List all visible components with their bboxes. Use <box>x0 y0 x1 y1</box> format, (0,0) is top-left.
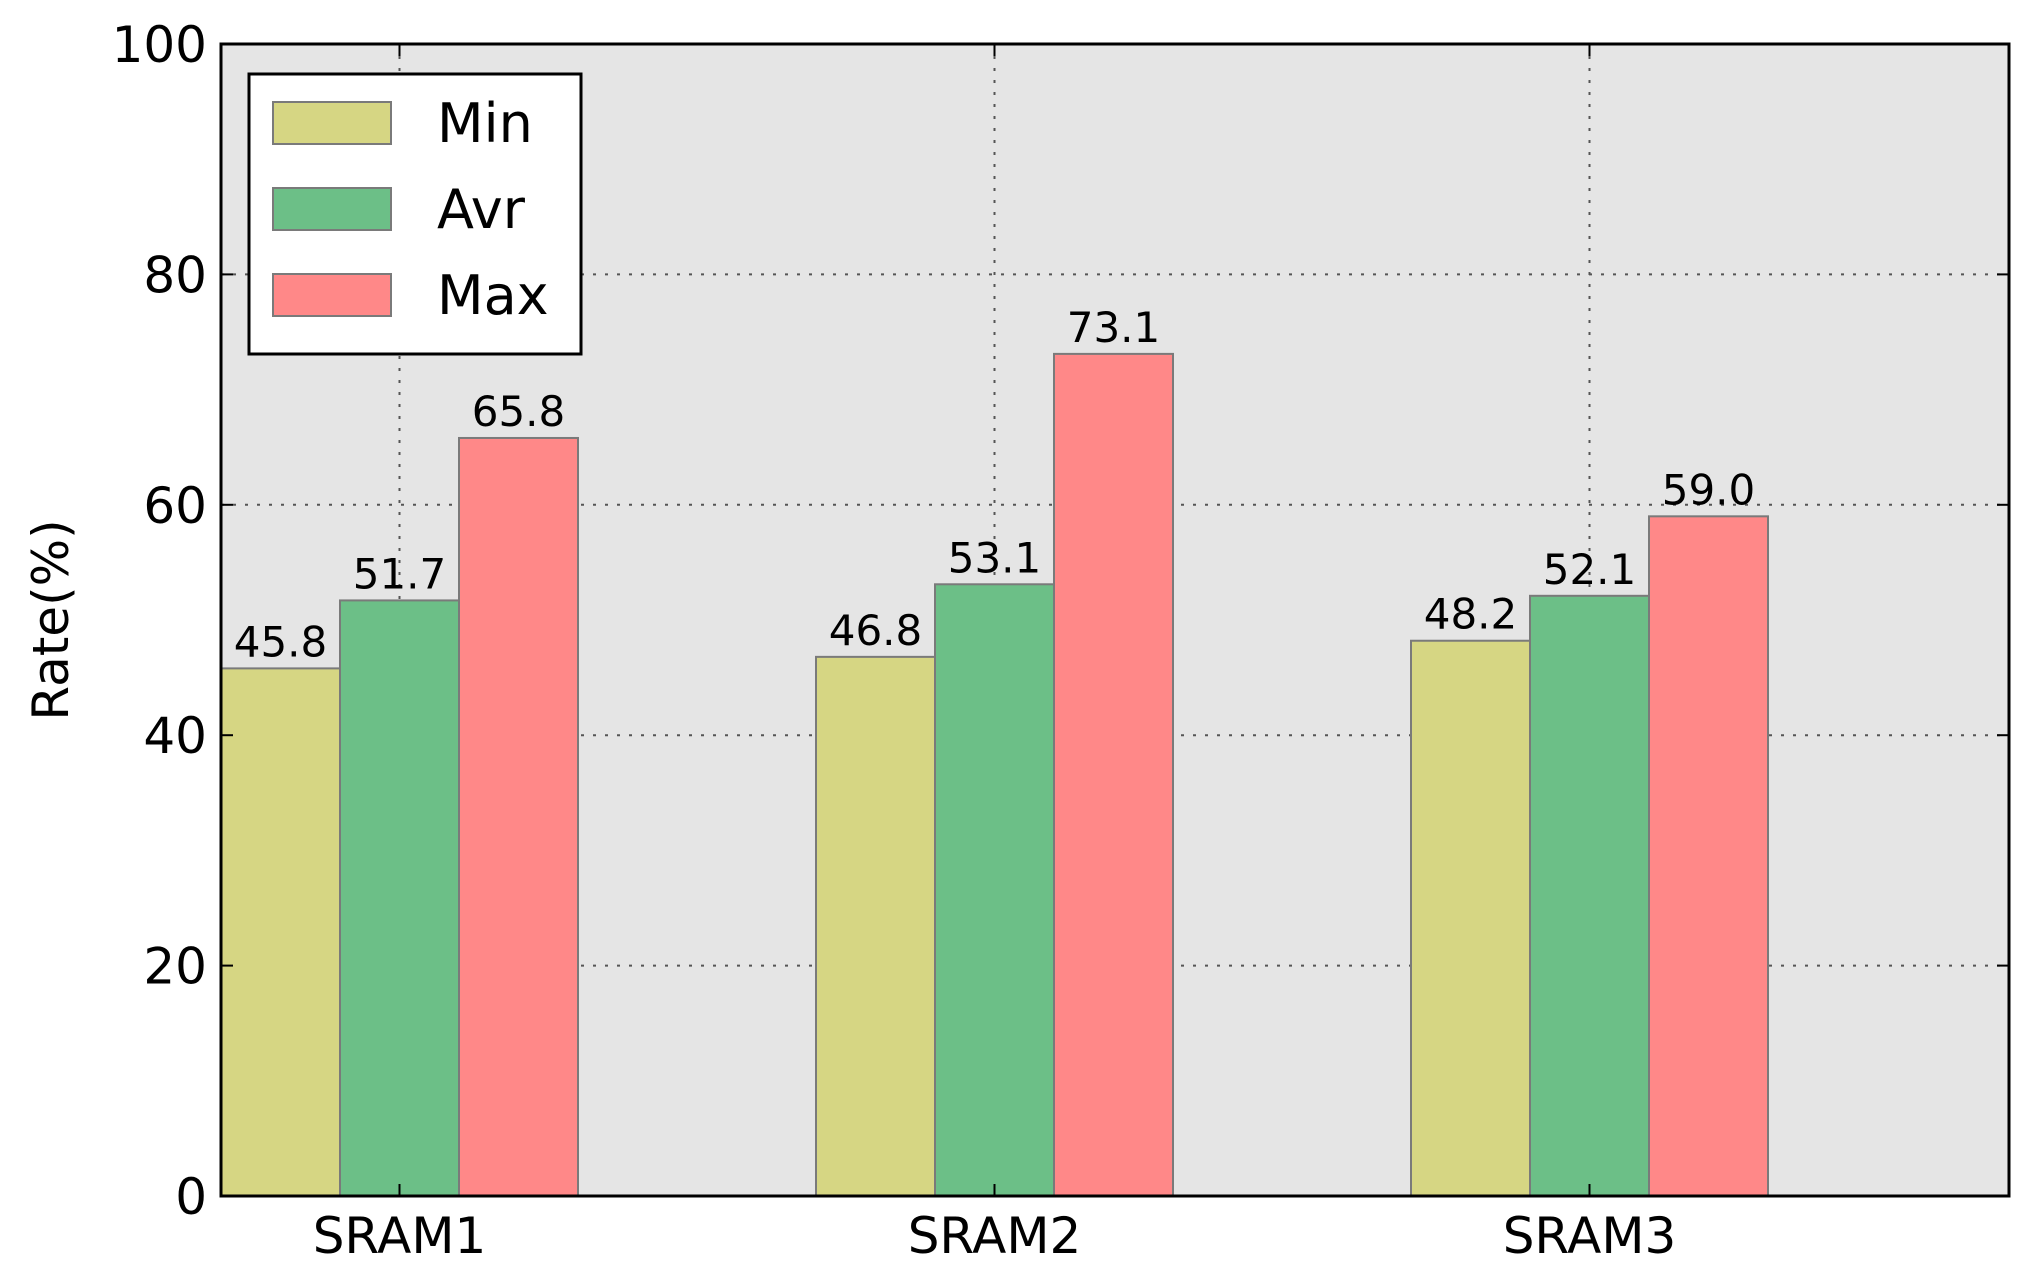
bar-value-label: 51.7 <box>353 549 447 598</box>
legend-label-avr: Avr <box>437 178 526 241</box>
bar-value-label: 46.8 <box>829 606 923 655</box>
bar-max-sram1 <box>458 436 579 1197</box>
legend: Min Avr Max <box>247 72 583 356</box>
y-axis: 0 20 40 60 80 100 <box>112 16 2009 1226</box>
bar-value-label: 73.1 <box>1067 303 1161 352</box>
bar-max-sram3 <box>1648 515 1769 1197</box>
bar-value-label: 48.2 <box>1424 590 1518 639</box>
x-tick-label: SRAM1 <box>313 1207 487 1262</box>
bar-avr-sram3 <box>1529 594 1650 1197</box>
bar-avr-sram1 <box>339 599 460 1197</box>
bar-value-label: 65.8 <box>472 387 566 436</box>
legend-swatch-avr <box>272 187 392 231</box>
legend-swatch-min <box>272 101 392 145</box>
x-tick-label: SRAM3 <box>1503 1207 1677 1262</box>
y-axis-title: Rate(%) <box>22 519 80 720</box>
bar-min-sram2 <box>815 655 936 1197</box>
legend-swatch-max <box>272 273 392 317</box>
y-tick-label: 60 <box>143 477 207 535</box>
y-tick-label: 20 <box>143 938 207 996</box>
bar-value-label: 53.1 <box>948 533 1042 582</box>
legend-label-min: Min <box>437 92 533 155</box>
bars <box>220 352 1769 1197</box>
x-axis: SRAM1 SRAM2 SRAM3 <box>313 44 1677 1262</box>
bar-max-sram2 <box>1053 352 1174 1197</box>
y-tick-label: 100 <box>112 16 207 74</box>
legend-label-max: Max <box>437 264 549 327</box>
bar-value-label: 52.1 <box>1543 545 1637 594</box>
bar-value-label: 59.0 <box>1662 465 1756 514</box>
y-tick-label: 80 <box>143 246 207 304</box>
plot-frame <box>219 42 2011 1198</box>
bar-min-sram3 <box>1410 639 1531 1197</box>
bar-min-sram1 <box>220 667 341 1197</box>
x-tick-label: SRAM2 <box>908 1207 1082 1262</box>
y-tick-label: 0 <box>175 1168 207 1226</box>
y-tick-label: 40 <box>143 707 207 765</box>
bar-avr-sram2 <box>934 583 1055 1197</box>
bar-value-label: 45.8 <box>234 617 328 666</box>
bar-value-labels: 45.8 51.7 65.8 46.8 53.1 73.1 48.2 52.1 59.0 <box>234 303 1756 666</box>
